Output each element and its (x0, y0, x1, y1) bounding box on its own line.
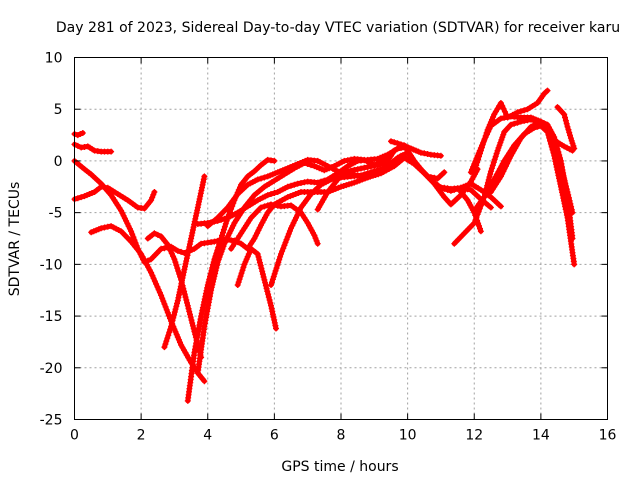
chart-title: Day 281 of 2023, Sidereal Day-to-day VTE… (56, 20, 620, 36)
y-axis-label: SDTVAR / TECUs (7, 182, 23, 297)
y-tick-label: -10 (40, 257, 63, 273)
series-markers (71, 141, 115, 155)
y-tick-label: 10 (45, 51, 63, 67)
series-markers (228, 201, 321, 252)
series-track-15 (314, 147, 398, 213)
x-tick-label: 2 (137, 428, 146, 444)
series-markers (554, 104, 578, 152)
series-track-16 (388, 138, 444, 159)
series-track-23 (554, 104, 578, 152)
x-tick-label: 8 (337, 428, 346, 444)
x-tick-label: 12 (465, 428, 483, 444)
x-tick-label: 0 (70, 428, 79, 444)
series-markers (388, 138, 444, 159)
x-tick-label: 6 (270, 428, 279, 444)
x-tick-label: 16 (599, 428, 617, 444)
data-series (71, 87, 578, 404)
y-tick-label: 0 (54, 154, 63, 170)
series-markers (314, 147, 398, 213)
x-axis-label: GPS time / hours (281, 459, 398, 475)
series-markers (487, 118, 576, 242)
x-tick-label: 10 (399, 428, 417, 444)
x-tick-label: 4 (203, 428, 212, 444)
y-tick-label: -20 (40, 361, 63, 377)
y-tick-label: -25 (40, 413, 63, 429)
series-track-12 (228, 201, 321, 252)
x-tick-label: 14 (532, 428, 550, 444)
series-track-2 (71, 141, 115, 155)
y-tick-label: 5 (54, 102, 63, 118)
series-track-1 (71, 130, 86, 139)
series-markers (161, 173, 208, 351)
axis-ticks: 0 2 4 6 8 10 12 14 16 -25 -20 -15 -10 -5 0 5 10 (40, 51, 617, 444)
series-track-22 (487, 118, 576, 242)
y-tick-label: -5 (49, 206, 63, 222)
y-tick-label: -15 (40, 309, 63, 325)
series-markers (234, 245, 279, 332)
series-track-13 (234, 245, 279, 332)
series-track-7 (161, 173, 208, 351)
